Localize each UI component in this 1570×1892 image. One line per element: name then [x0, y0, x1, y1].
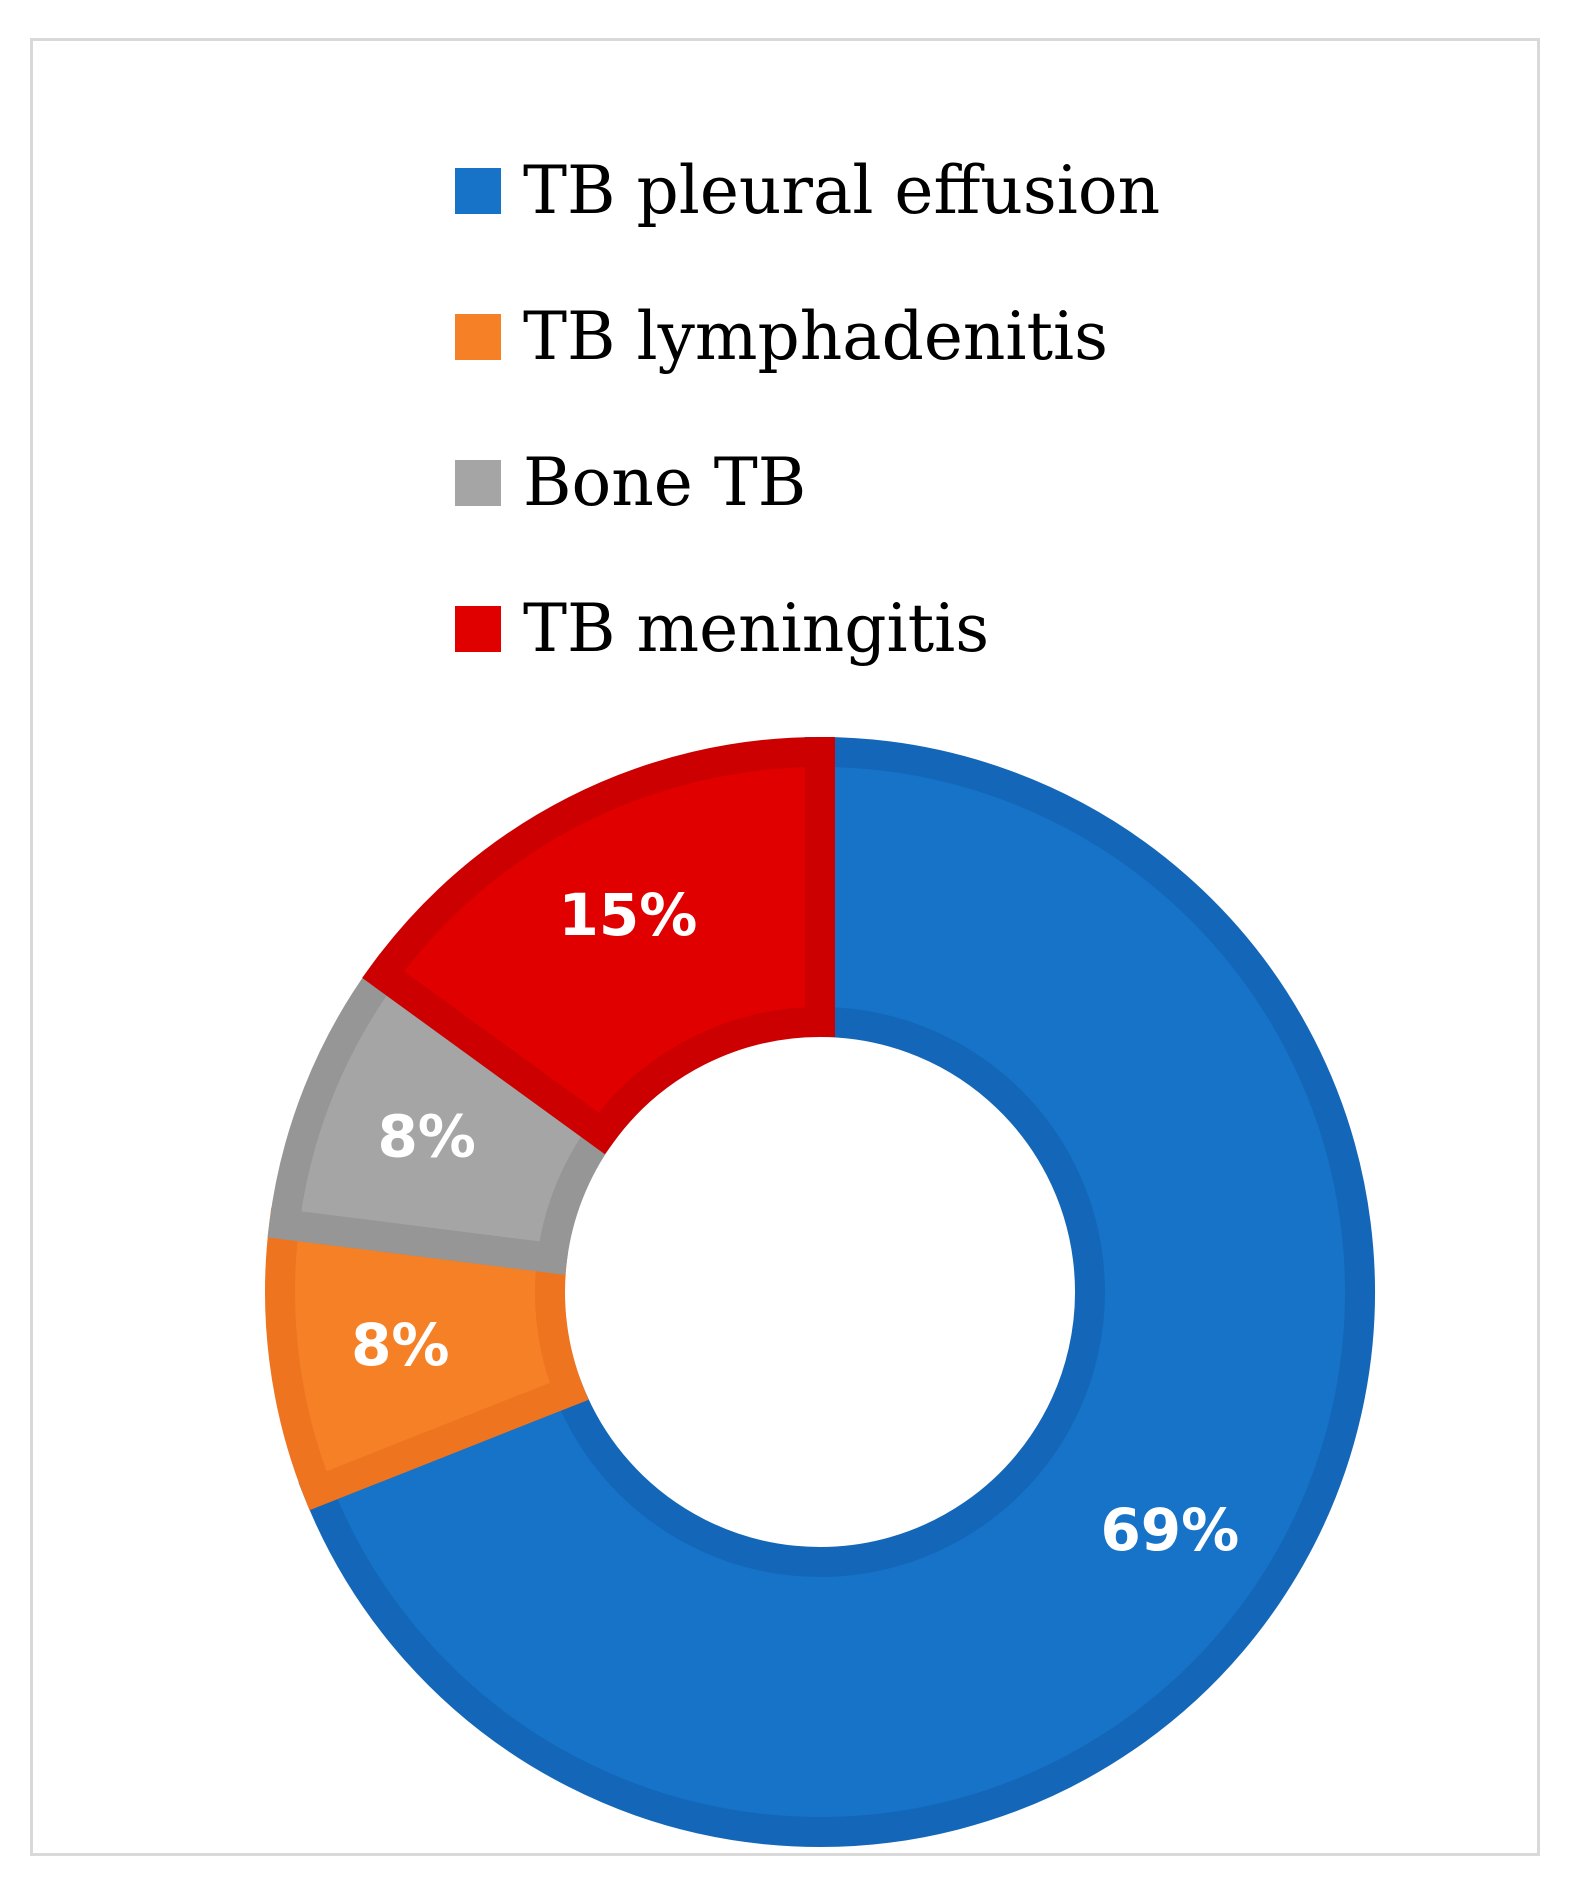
donut-slice-tb-pleural-effusion [298, 736, 1375, 1847]
legend-label: TB meningitis [523, 590, 990, 667]
legend-swatch [455, 606, 501, 652]
legend: TB pleural effusion TB lymphadenitis Bon… [455, 118, 1160, 702]
slice-label: 15% [559, 881, 698, 949]
legend-swatch [455, 314, 501, 360]
legend-swatch [455, 168, 501, 214]
donut-slice-tb-meningitis [362, 736, 835, 1155]
slice-label: 8% [377, 1102, 475, 1170]
legend-item-bone-tb: Bone TB [455, 410, 1160, 556]
legend-swatch [455, 460, 501, 506]
slice-label: 69% [1100, 1496, 1239, 1564]
legend-label: TB pleural effusion [523, 152, 1161, 229]
slice-label: 8% [351, 1311, 449, 1379]
legend-item-tb-pleural-effusion: TB pleural effusion [455, 118, 1160, 264]
legend-item-tb-meningitis: TB meningitis [455, 556, 1160, 702]
legend-item-tb-lymphadenitis: TB lymphadenitis [455, 264, 1160, 410]
legend-label: Bone TB [523, 444, 807, 521]
legend-label: TB lymphadenitis [523, 298, 1109, 375]
